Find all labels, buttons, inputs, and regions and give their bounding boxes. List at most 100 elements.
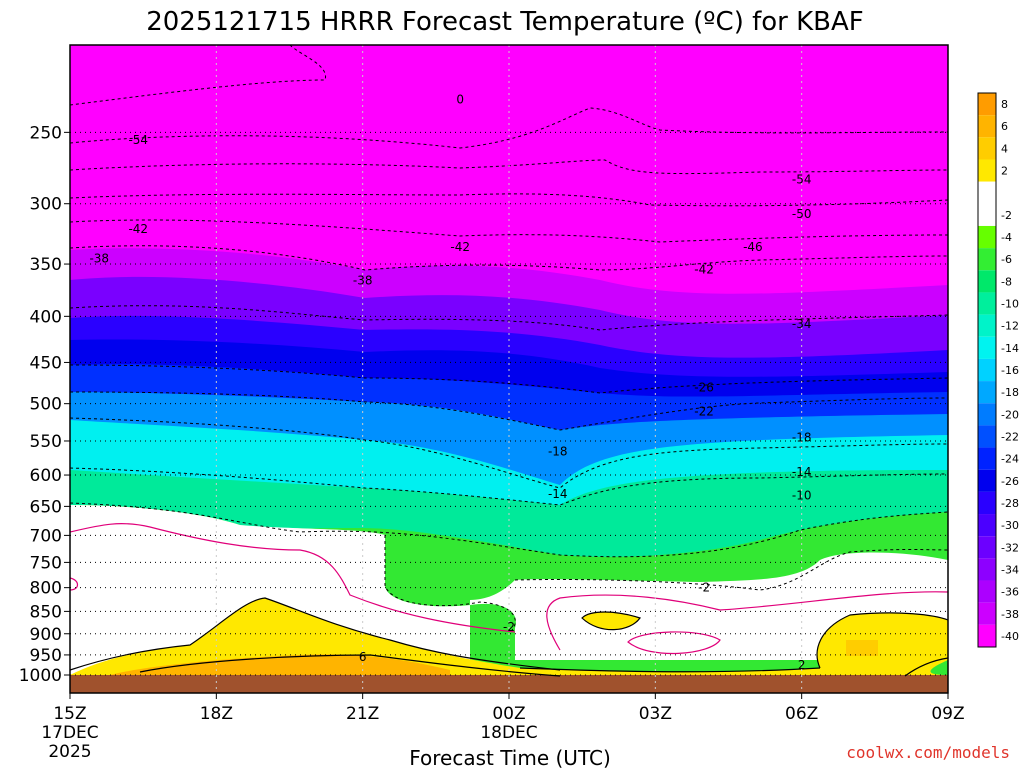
contour-label: -22: [694, 404, 714, 418]
isotherm-zero-contour: [69, 523, 516, 633]
colorbar-label: -22: [1001, 430, 1019, 443]
surface-ground: [70, 675, 948, 693]
time-tick-label: 06Z: [785, 704, 818, 724]
time-tick-label: 21Z: [346, 704, 379, 724]
warm-core-patch: [846, 640, 878, 656]
isotherm-zero-contour: [627, 631, 721, 655]
contour-label: -10: [792, 488, 812, 502]
colorbar-label: -32: [1001, 541, 1019, 554]
contour-label: -42: [450, 240, 470, 254]
contour-label: -18: [548, 445, 568, 459]
colorbar-label: -20: [1001, 408, 1019, 421]
contour-label: -2: [698, 581, 710, 595]
freezing-line: [514, 549, 949, 591]
colorbar-swatch: [978, 403, 996, 426]
colorbar-swatch: [978, 514, 996, 537]
warmer-orange-region: [110, 654, 450, 675]
colorbar-swatch: [978, 558, 996, 581]
isotherm-line: [69, 502, 949, 558]
colorbar-swatch: [978, 602, 996, 625]
contour-label: -38: [353, 273, 373, 287]
contour-label: -54: [128, 133, 148, 147]
pressure-tick-label: 350: [30, 255, 62, 275]
contour-label: -34: [792, 317, 812, 331]
isotherm-warm-contour: [581, 611, 641, 631]
pressure-tick-label: 850: [30, 602, 62, 622]
colorbar-frame: [977, 92, 997, 648]
colorbar-swatch: [978, 225, 996, 249]
colorbar-label: 2: [1001, 165, 1008, 178]
date-tick-label: 18DEC: [480, 723, 537, 743]
isotherm-warm-contour: [519, 667, 821, 673]
x-axis-title: Forecast Time (UTC): [409, 746, 611, 768]
colorbar-label: 6: [1001, 120, 1008, 133]
colorbar-swatch: [978, 270, 996, 293]
isotherm-warm-contour: [69, 597, 561, 671]
pressure-tick-label: 250: [30, 123, 62, 143]
colorbar-label: -38: [1001, 608, 1019, 621]
colorbar-label: -6: [1001, 253, 1012, 266]
pressure-tick-label: 450: [30, 353, 62, 373]
contour-label: -42: [128, 222, 148, 236]
colorbar-swatch: [978, 93, 996, 116]
colorbar-swatch: [978, 358, 996, 382]
colorbar-label: -18: [1001, 386, 1019, 399]
colorbar-label: -4: [1001, 231, 1012, 244]
contour-label: -2: [503, 620, 515, 634]
colorbar-label: 4: [1001, 142, 1008, 155]
colorbar-label: -12: [1001, 320, 1019, 333]
pressure-tick-label: 550: [30, 432, 62, 452]
contour-label: -54: [792, 172, 812, 186]
isotherm-warm-contour: [816, 612, 949, 669]
contour-label: -50: [792, 207, 812, 221]
colorbar-swatch: [978, 336, 996, 359]
colorbar-swatch: [978, 624, 996, 647]
pressure-tick-label: 750: [30, 553, 62, 573]
colorbar-swatch: [978, 115, 996, 138]
isotherm-contours: [69, 44, 949, 677]
colorbar-label: -40: [1001, 630, 1019, 643]
time-tick-label: 00Z: [492, 704, 525, 724]
colorbar-label: -14: [1001, 342, 1019, 355]
isotherm-line: [69, 305, 949, 331]
pressure-tick-label: 500: [30, 395, 62, 415]
time-tick-label: 09Z: [931, 704, 964, 724]
isotherm-zero-contour: [546, 591, 949, 651]
contour-label: -38: [89, 251, 109, 265]
contour-label: -42: [694, 263, 714, 277]
colorbar-swatch: [978, 425, 996, 448]
temperature-field: [70, 45, 948, 693]
colorbar-swatch: [978, 248, 996, 271]
colorbar-label: -2: [1001, 209, 1012, 222]
isotherm-line: [69, 159, 949, 175]
colorbar-swatch: [978, 203, 996, 226]
pressure-tick-label: 700: [30, 526, 62, 546]
isotherm-line: [69, 107, 949, 149]
contour-label: -46: [743, 240, 763, 254]
colorbar-label: -30: [1001, 519, 1019, 532]
isotherm-zero-contour: [69, 577, 79, 591]
colorbar-legend: 8 6 4 2 -2 -4 -6 -8 -10 -12 -14 -16 -18 -20 -22 -24 -26 -…: [977, 92, 1019, 648]
pressure-tick-label: 1000: [19, 666, 62, 686]
isotherm-line: [69, 245, 949, 271]
isotherm-line: [69, 44, 326, 106]
contour-label: 0: [456, 93, 464, 107]
colorbar-label: -16: [1001, 364, 1019, 377]
time-tick-label: 15Z: [53, 704, 86, 724]
contour-labels: -54-42-38-38-420-54-50-46-42-34-26-22-18…: [89, 93, 811, 672]
time-tick-label: 18Z: [200, 704, 233, 724]
watermark-text: coolwx.com/models: [846, 743, 1010, 762]
pressure-tick-label: 300: [30, 195, 62, 215]
colorbar-swatch: [978, 469, 996, 492]
colorbar-swatch: [978, 159, 996, 182]
contour-label: -14: [792, 465, 812, 479]
isotherm-warm-contour: [904, 657, 949, 677]
pressure-tick-label: 650: [30, 497, 62, 517]
colorbar-label: -34: [1001, 563, 1019, 576]
colorbar-swatch: [978, 181, 996, 204]
isotherm-warm-contour: [139, 654, 561, 677]
colorbar-label: -28: [1001, 497, 1019, 510]
colorbar-swatch: [978, 314, 996, 337]
